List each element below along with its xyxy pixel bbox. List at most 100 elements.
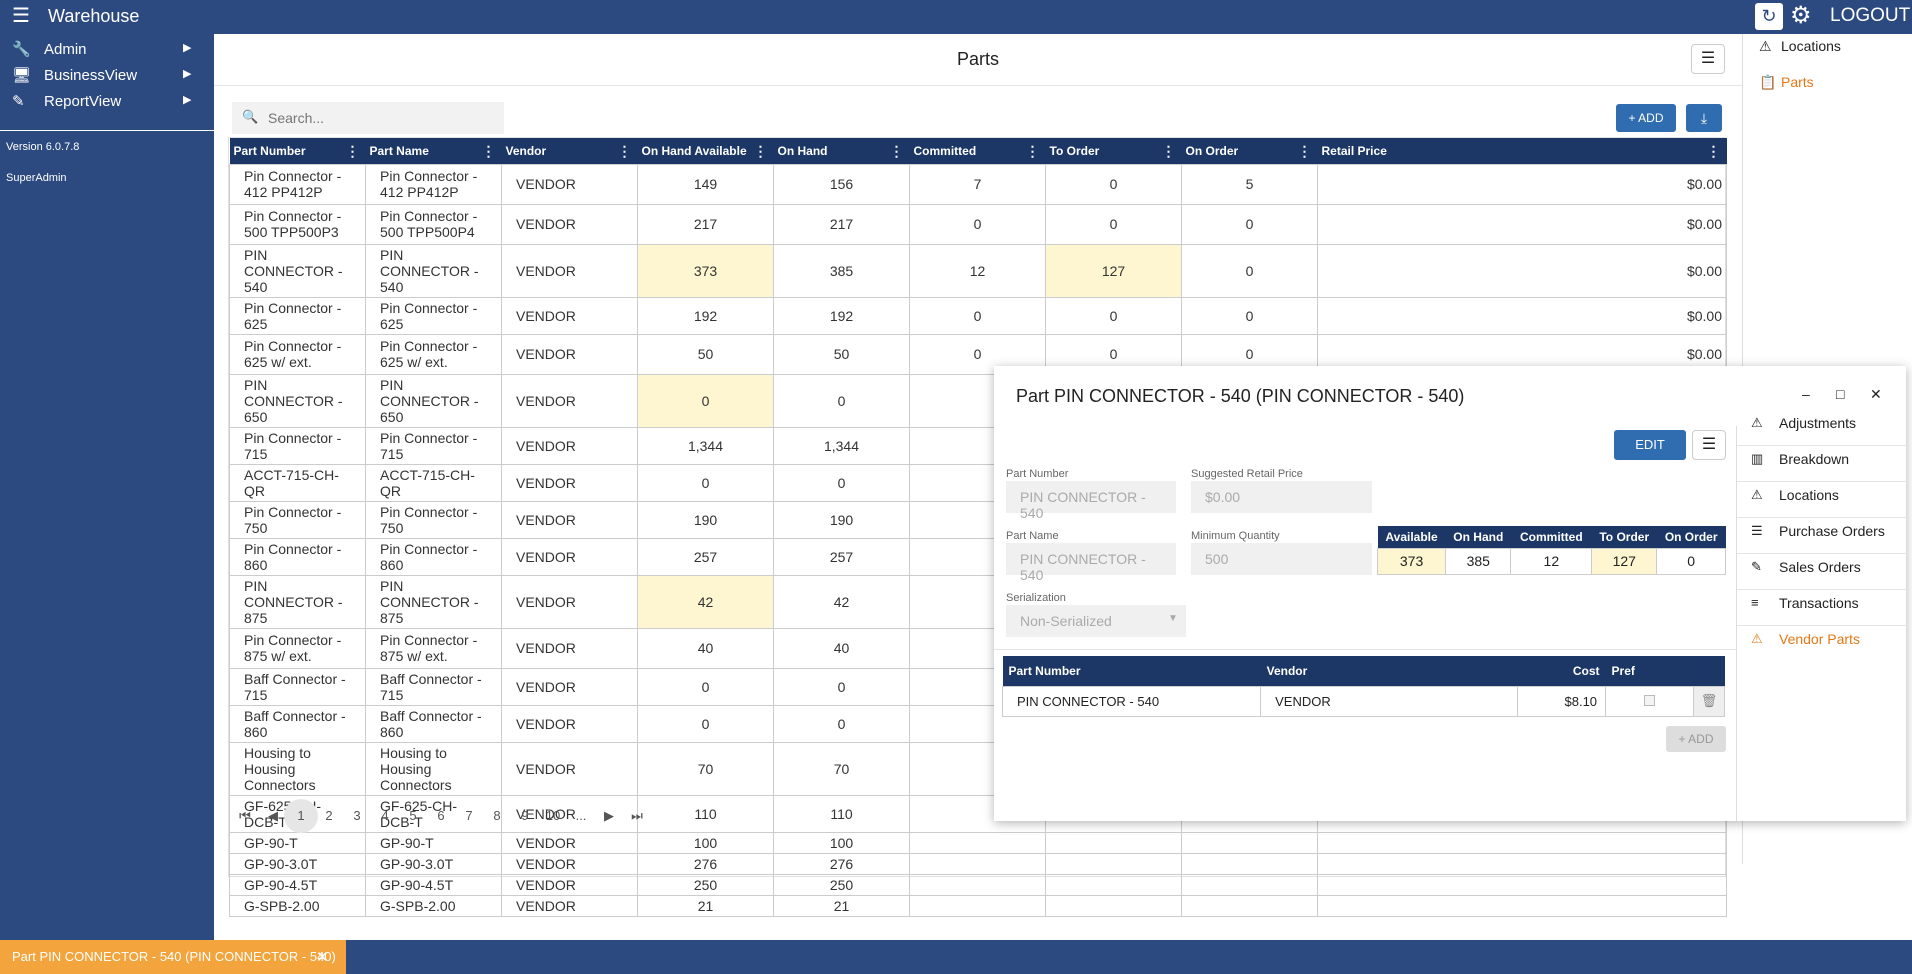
table-cell[interactable]: ACCT-715-CH-QR — [229, 463, 366, 502]
table-cell[interactable]: 0 — [909, 203, 1046, 245]
table-cell[interactable]: VENDOR — [501, 794, 638, 833]
table-cell[interactable]: PIN CONNECTOR - 540 — [229, 243, 366, 298]
table-cell[interactable]: 1,344 — [637, 426, 774, 465]
table-cell[interactable]: VENDOR — [501, 203, 638, 245]
table-cell[interactable]: 257 — [637, 537, 774, 576]
table-cell[interactable]: Pin Connector - 875 w/ ext. — [229, 627, 366, 669]
dialog-menu-item-transactions[interactable]: ≡ Transactions — [1737, 582, 1907, 626]
table-cell[interactable]: Pin Connector - 500 TPP500P4 — [365, 203, 502, 245]
table-row[interactable]: Pin Connector - 500 TPP500P3 Pin Connecto… — [229, 203, 1727, 245]
col-header[interactable]: Retail Price ⋮ — [1317, 138, 1727, 164]
table-cell[interactable]: 250 — [773, 873, 910, 896]
column-menu-icon[interactable]: ⋮ — [753, 143, 768, 159]
table-cell[interactable]: Pin Connector - 860 — [365, 537, 502, 576]
table-cell[interactable]: VENDOR — [501, 574, 638, 629]
panel-item-parts[interactable]: 📋 Parts — [1759, 74, 1814, 91]
col-header[interactable]: Vendor ⋮ — [501, 138, 638, 164]
table-cell[interactable]: PIN CONNECTOR - 875 — [229, 574, 366, 629]
column-menu-icon[interactable]: ⋮ — [1706, 143, 1721, 159]
add-vendor-button[interactable]: + ADD — [1666, 726, 1726, 752]
gear-icon[interactable]: ⚙ — [1790, 2, 1812, 29]
table-cell[interactable]: Baff Connector - 715 — [365, 667, 502, 706]
table-cell[interactable]: Pin Connector - 875 w/ ext. — [365, 627, 502, 669]
col-header[interactable]: On Hand ⋮ — [773, 138, 910, 164]
table-cell[interactable]: 373 — [637, 243, 774, 298]
table-cell[interactable]: Pin Connector - 412 PP412P — [365, 163, 502, 205]
table-cell[interactable] — [1317, 894, 1727, 917]
table-cell[interactable]: ACCT-715-CH-QR — [365, 463, 502, 502]
table-row[interactable]: Pin Connector - 412 PP412P Pin Connector … — [229, 163, 1727, 205]
table-cell[interactable] — [1045, 852, 1182, 875]
table-cell[interactable]: Pin Connector - 625 — [365, 296, 502, 335]
trash-icon[interactable]: 🗑 — [1693, 685, 1725, 717]
table-cell[interactable]: VENDOR — [501, 831, 638, 854]
table-cell[interactable]: VENDOR — [501, 667, 638, 706]
table-cell[interactable]: VENDOR — [501, 500, 638, 539]
table-cell[interactable]: 190 — [773, 500, 910, 539]
panel-item-locations[interactable]: ⚠ Locations — [1759, 38, 1841, 55]
page-button[interactable]: 5 — [409, 808, 417, 823]
vendor-cost[interactable]: $8.10 — [1517, 685, 1607, 717]
dialog-menu-item-breakdown[interactable]: ▥ Breakdown — [1737, 438, 1907, 482]
page-button[interactable]: 8 — [493, 808, 501, 823]
table-cell[interactable]: PIN CONNECTOR - 875 — [365, 574, 502, 629]
table-cell[interactable] — [1045, 894, 1182, 917]
table-cell[interactable]: Pin Connector - 715 — [365, 426, 502, 465]
page-button[interactable]: 4 — [381, 808, 389, 823]
close-icon[interactable]: ✕ — [1870, 386, 1882, 402]
page-button[interactable]: 2 — [325, 808, 333, 823]
min-qty-field[interactable]: 500 — [1191, 543, 1372, 575]
column-menu-icon[interactable]: ⋮ — [1025, 143, 1040, 159]
table-cell[interactable]: 217 — [773, 203, 910, 245]
column-menu-icon[interactable]: ⋮ — [345, 143, 360, 159]
table-cell[interactable]: $0.00 — [1317, 296, 1727, 335]
table-cell[interactable]: 0 — [637, 463, 774, 502]
refresh-button[interactable]: ↻ — [1755, 3, 1783, 30]
table-cell[interactable] — [1317, 873, 1727, 896]
part-number-field[interactable]: PIN CONNECTOR - 540 — [1006, 481, 1176, 521]
table-cell[interactable]: $0.00 — [1317, 163, 1727, 205]
sidebar-item-admin[interactable]: 🔧 Admin ▶ — [0, 34, 214, 66]
dialog-menu-item-locations[interactable]: ⚠ Locations — [1737, 474, 1907, 518]
page-button[interactable]: 1 — [284, 799, 318, 833]
table-cell[interactable]: 276 — [637, 852, 774, 875]
vendor-name[interactable]: VENDOR — [1260, 685, 1519, 717]
table-cell[interactable]: 0 — [773, 463, 910, 502]
table-cell[interactable]: GP-90-4.5T — [229, 873, 366, 896]
table-row[interactable]: GP-90-4.5T GP-90-4.5T VENDOR 250 250 — [229, 873, 1727, 896]
table-cell[interactable]: PIN CONNECTOR - 650 — [365, 373, 502, 428]
table-row[interactable]: G-SPB-2.00 G-SPB-2.00 VENDOR 21 21 — [229, 894, 1727, 917]
table-cell[interactable] — [1045, 873, 1182, 896]
table-cell[interactable]: 250 — [637, 873, 774, 896]
table-cell[interactable]: Pin Connector - 625 w/ ext. — [365, 333, 502, 375]
table-cell[interactable]: Pin Connector - 500 TPP500P3 — [229, 203, 366, 245]
add-part-button[interactable]: + ADD — [1616, 104, 1676, 132]
edit-button[interactable]: EDIT — [1614, 430, 1686, 460]
sidebar-item-reportview[interactable]: ✎ ReportView ▶ — [0, 86, 214, 118]
table-cell[interactable]: Pin Connector - 625 — [229, 296, 366, 335]
table-cell[interactable] — [1181, 831, 1318, 854]
pref-checkbox[interactable] — [1605, 685, 1695, 717]
table-cell[interactable]: GP-90-3.0T — [365, 852, 502, 875]
column-menu-icon[interactable]: ⋮ — [1161, 143, 1176, 159]
table-cell[interactable]: 0 — [909, 296, 1046, 335]
table-cell[interactable]: GP-90-3.0T — [229, 852, 366, 875]
column-menu-icon[interactable]: ⋮ — [481, 143, 496, 159]
table-cell[interactable]: GF-625-CH-DCB-T — [365, 794, 502, 833]
table-cell[interactable]: Housing to Housing Connectors — [365, 741, 502, 796]
part-name-field[interactable]: PIN CONNECTOR - 540 — [1006, 543, 1176, 583]
table-cell[interactable]: 0 — [1045, 296, 1182, 335]
table-cell[interactable]: 149 — [637, 163, 774, 205]
dialog-menu-button[interactable]: ☰ — [1692, 430, 1726, 460]
table-cell[interactable] — [909, 831, 1046, 854]
table-cell[interactable]: VENDOR — [501, 627, 638, 669]
table-cell[interactable]: VENDOR — [501, 741, 638, 796]
table-cell[interactable]: 7 — [909, 163, 1046, 205]
table-cell[interactable]: 1,344 — [773, 426, 910, 465]
table-cell[interactable]: Pin Connector - 625 w/ ext. — [229, 333, 366, 375]
table-cell[interactable]: Baff Connector - 715 — [229, 667, 366, 706]
table-cell[interactable]: $0.00 — [1317, 203, 1727, 245]
table-cell[interactable]: VENDOR — [501, 426, 638, 465]
dialog-menu-item-sales-orders[interactable]: ✎ Sales Orders — [1737, 546, 1907, 590]
table-cell[interactable]: VENDOR — [501, 873, 638, 896]
